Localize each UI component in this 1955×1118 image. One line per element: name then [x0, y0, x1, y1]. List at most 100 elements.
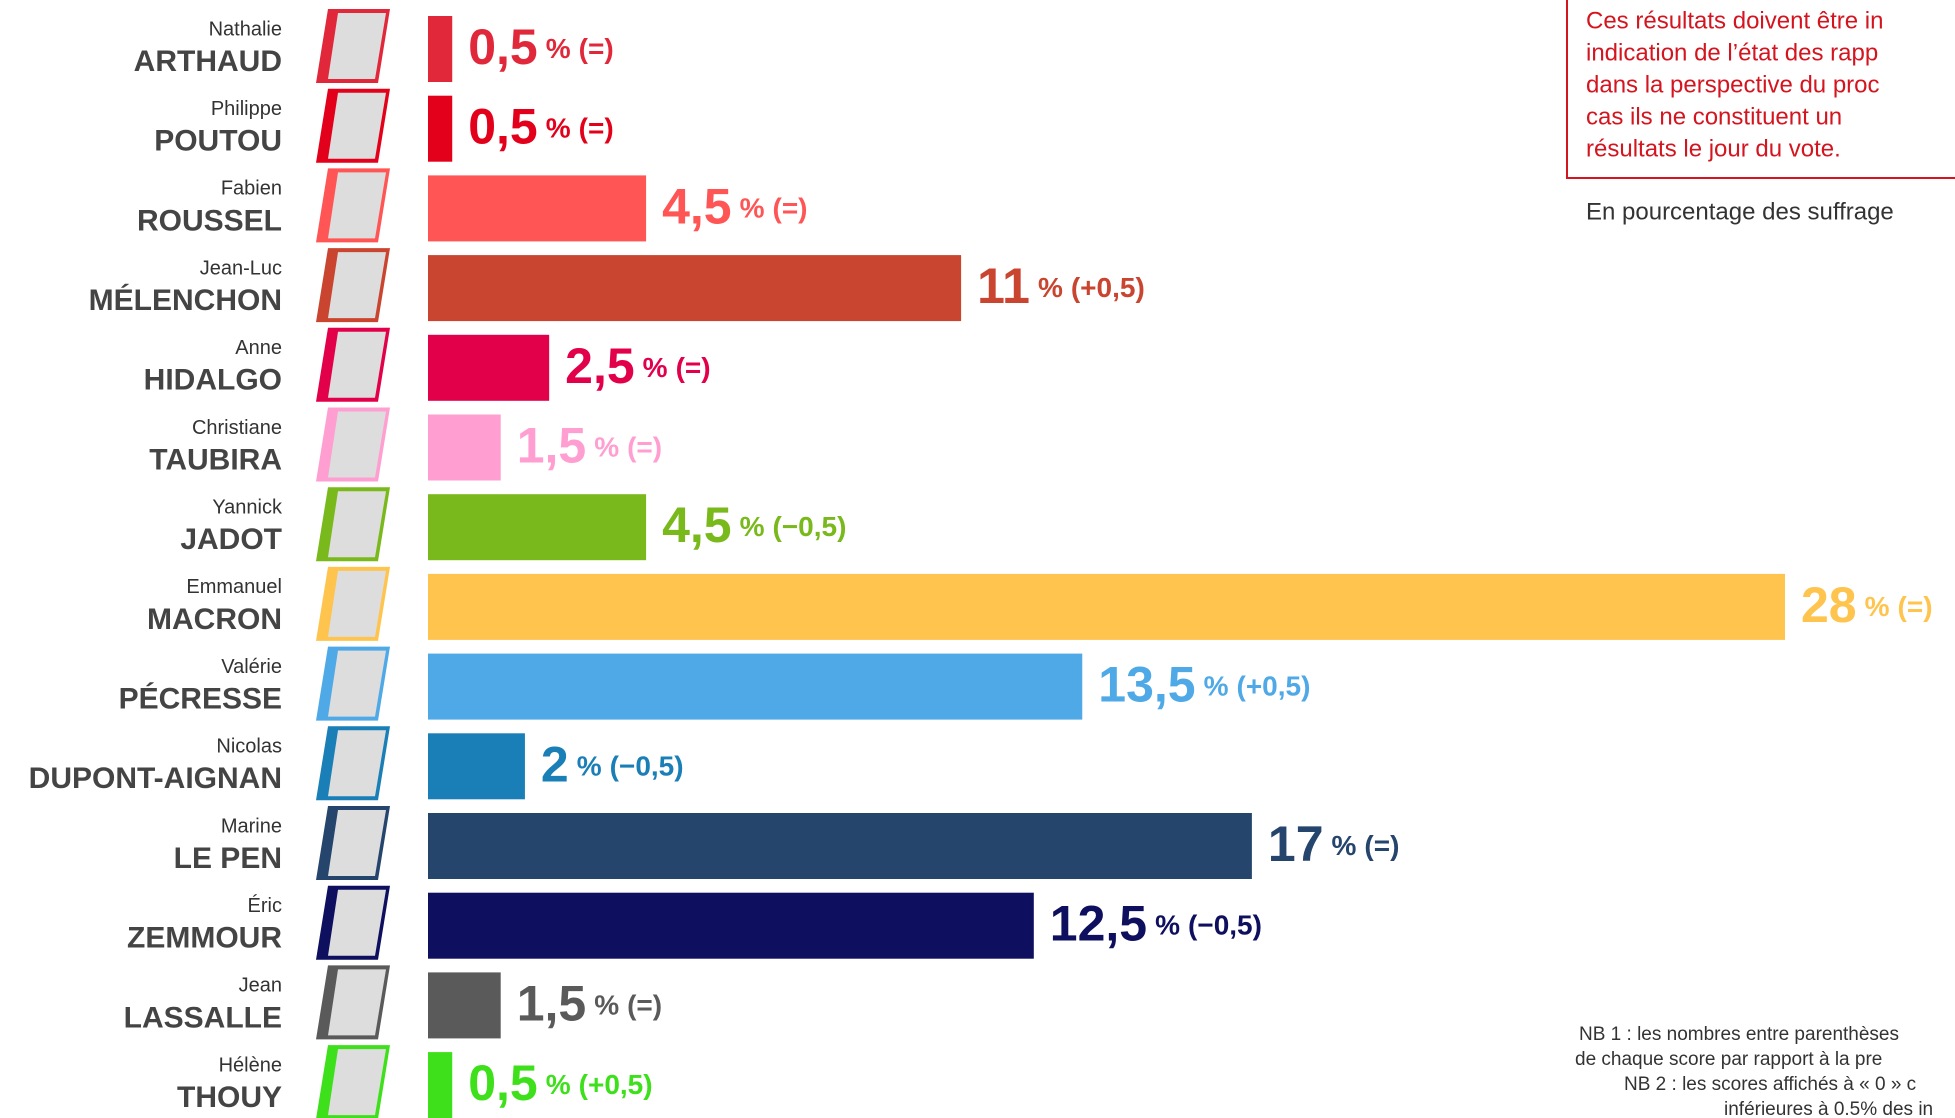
value-label: 17%(=) [1268, 816, 1400, 872]
bar [428, 335, 549, 401]
value-unit: % [1038, 272, 1063, 303]
first-name: Éric [248, 894, 282, 917]
footnote: de chaque score par rapport à la pre [1575, 1049, 1882, 1070]
bar [428, 654, 1082, 720]
value-change: (=) [579, 33, 614, 64]
first-name: Christiane [192, 417, 282, 439]
value-change: (=) [1898, 591, 1933, 622]
value-number: 2 [541, 737, 569, 793]
first-name: Anne [235, 337, 282, 359]
value-label: 2,5% (=) [565, 338, 710, 394]
bar [428, 574, 1785, 640]
value-label: 4,5% (=) [662, 179, 807, 235]
last-name: LASSALLE [124, 1001, 282, 1034]
bar [428, 1052, 452, 1118]
first-name: Jean-Luc [200, 257, 282, 279]
value-unit: % [643, 352, 668, 383]
value-change: (−0,5) [1188, 910, 1262, 941]
last-name: TAUBIRA [149, 443, 282, 476]
value-unit: % [577, 751, 602, 782]
value-number: 4,5 [662, 179, 732, 235]
last-name: LE PEN [174, 842, 282, 875]
chart: En pourcentage des suffrage NathalieARTH… [0, 0, 1955, 1118]
value-change: (+0,5) [1237, 671, 1311, 702]
value-label: 28% (=) [1801, 577, 1933, 633]
first-name: Marine [221, 815, 282, 837]
bar [428, 893, 1034, 959]
note-line: dans la perspective du proc [1586, 71, 1880, 98]
bar [428, 16, 452, 82]
value-change: (+0,5) [579, 1069, 653, 1100]
last-name: ZEMMOUR [127, 922, 282, 955]
first-name: Fabien [221, 178, 282, 200]
value-unit: % [1204, 671, 1229, 702]
value-label: 0,5% (=) [468, 99, 613, 155]
first-name: Valérie [221, 656, 282, 678]
bar [428, 733, 525, 799]
subtitle: En pourcentage des suffrage [1586, 198, 1894, 225]
value-number: 28 [1801, 577, 1857, 633]
value-change: (+0,5) [1071, 272, 1145, 303]
value-number: 2,5 [565, 338, 635, 394]
bar [428, 494, 646, 560]
value-number: 12,5 [1050, 896, 1147, 952]
value-change: (=) [773, 193, 808, 224]
last-name: MÉLENCHON [89, 283, 282, 317]
first-name: Hélène [219, 1054, 282, 1076]
footnote: inférieures à 0.5% des in [1724, 1099, 1933, 1118]
first-name: Emmanuel [186, 576, 282, 598]
first-name: Jean [239, 975, 282, 997]
value-unit: % [546, 1069, 571, 1100]
note-line: indication de l’état des rapp [1586, 39, 1878, 66]
bar [428, 255, 961, 321]
value-unit: % [546, 113, 571, 144]
note-line: Ces résultats doivent être in [1586, 7, 1883, 34]
value-label: 0,5% (+0,5) [468, 1055, 652, 1111]
bar [428, 96, 452, 162]
value-unit: % [1865, 591, 1890, 622]
value-change: (−0,5) [773, 512, 847, 543]
value-change: (=) [627, 432, 662, 463]
first-name: Nicolas [216, 736, 282, 758]
value-label: 4,5%(−0,5) [662, 497, 846, 553]
page: {"chart_data": {"type": "bar", "first_na… [0, 0, 1955, 1118]
value-label: 0,5% (=) [468, 19, 613, 75]
value-label: 1,5%(=) [517, 418, 662, 474]
note-line: résultats le jour du vote. [1586, 135, 1841, 162]
first-name: Philippe [211, 98, 282, 120]
last-name: ROUSSEL [137, 204, 282, 237]
value-change: (=) [1364, 830, 1399, 861]
value-change: (=) [579, 113, 614, 144]
value-unit: % [594, 432, 619, 463]
value-number: 1,5 [517, 976, 587, 1032]
value-number: 11 [977, 258, 1030, 314]
value-unit: % [1155, 910, 1180, 941]
last-name: PÉCRESSE [119, 682, 282, 716]
value-unit: % [594, 990, 619, 1021]
last-name: JADOT [180, 523, 282, 556]
value-label: 11% (+0,5) [977, 258, 1145, 314]
first-name: Yannick [212, 496, 283, 518]
value-number: 0,5 [468, 19, 538, 75]
first-name: Nathalie [209, 18, 282, 40]
value-label: 1,5%(=) [517, 976, 662, 1032]
bar [428, 175, 646, 241]
value-number: 17 [1268, 816, 1324, 872]
bar [428, 415, 501, 481]
last-name: HIDALGO [144, 364, 282, 397]
value-unit: % [1332, 830, 1357, 861]
value-number: 0,5 [468, 1055, 538, 1111]
value-change: (=) [676, 352, 711, 383]
value-label: 2% (−0,5) [541, 737, 684, 793]
note-line: cas ils ne constituent un [1586, 103, 1842, 130]
last-name: MACRON [147, 603, 282, 636]
value-change: (−0,5) [610, 751, 684, 782]
footnote: NB 1 : les nombres entre parenthèses [1579, 1024, 1899, 1045]
last-name: POUTOU [154, 125, 282, 158]
last-name: THOUY [177, 1081, 282, 1114]
value-unit: % [740, 193, 765, 224]
value-unit: % [546, 33, 571, 64]
bar [428, 972, 501, 1038]
value-number: 0,5 [468, 99, 538, 155]
value-number: 4,5 [662, 497, 732, 553]
